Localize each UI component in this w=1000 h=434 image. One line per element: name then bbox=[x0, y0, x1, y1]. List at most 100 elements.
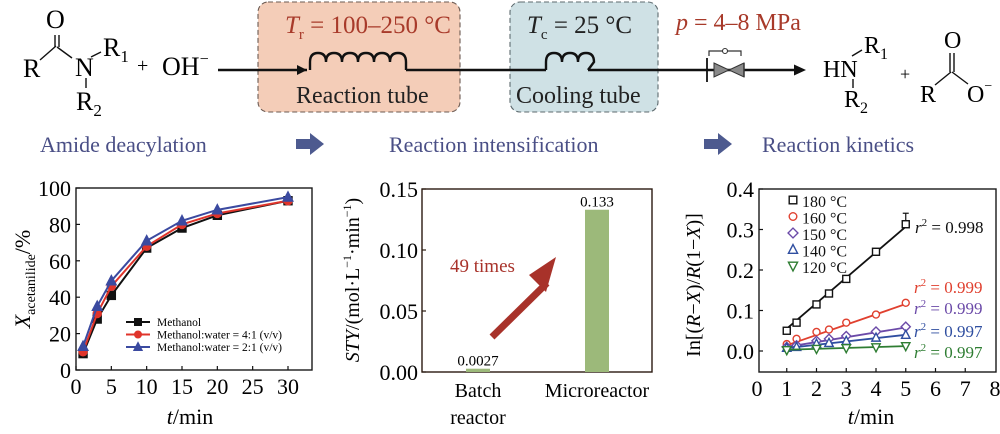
cooling-temp-label: Tc = 25 °C bbox=[527, 12, 632, 43]
cooling-tube-label: Cooling tube bbox=[516, 83, 641, 109]
legend-label: 150 °C bbox=[802, 227, 847, 244]
y-tick-label: 0.05 bbox=[380, 299, 419, 324]
series-line bbox=[82, 199, 289, 354]
inlet-arrowhead bbox=[297, 65, 307, 75]
data-point bbox=[870, 331, 882, 342]
x-tick-label: 10 bbox=[136, 374, 158, 399]
x-tick-label: 4 bbox=[871, 376, 882, 401]
chart-kinetics-ylabel: In[(R−X)/R(1−X)] bbox=[683, 213, 705, 357]
series-line bbox=[82, 199, 289, 353]
x-tick-label: 5 bbox=[900, 376, 911, 401]
data-point bbox=[842, 318, 851, 327]
y-tick-label: 0.0 bbox=[727, 339, 755, 364]
x-tick-label: 25 bbox=[242, 374, 264, 399]
r-squared-label: r2 = 0.997 bbox=[914, 321, 983, 341]
amine-r2: R2 bbox=[844, 87, 868, 117]
legend-marker bbox=[788, 211, 798, 221]
y-tick-label: 0 bbox=[60, 358, 71, 383]
chart-conversion-ylabel: Xacetanilide/% bbox=[10, 230, 39, 330]
legend-marker bbox=[132, 341, 144, 351]
x-category-label: reactor bbox=[450, 407, 506, 429]
product-amine: HN R1 R2 bbox=[823, 33, 888, 117]
data-point bbox=[870, 343, 882, 354]
x-tick-label: 5 bbox=[106, 374, 117, 399]
reaction-coil-icon bbox=[308, 51, 408, 70]
y-tick-label: 20 bbox=[49, 322, 71, 347]
data-point bbox=[92, 308, 102, 319]
carboxylate-r: R bbox=[920, 82, 936, 108]
y-tick-label: 60 bbox=[49, 249, 71, 274]
data-point bbox=[812, 327, 821, 337]
data-point bbox=[212, 208, 223, 219]
reaction-temp-label: Tr = 100–250 °C bbox=[285, 12, 451, 43]
x-category-label: Batch bbox=[455, 380, 502, 402]
carboxylate-o-minus: O− bbox=[967, 79, 992, 108]
reaction-tube-label: Reaction tube bbox=[296, 83, 429, 109]
chart-sty-frame bbox=[421, 188, 653, 373]
y-tick-label: 100 bbox=[38, 176, 71, 201]
data-point bbox=[78, 347, 88, 357]
y-tick-label: 0.1 bbox=[727, 299, 755, 324]
r1-group: R1 bbox=[103, 33, 129, 66]
data-point bbox=[812, 300, 821, 309]
fit-line bbox=[786, 345, 906, 351]
y-tick-label: 0.3 bbox=[727, 218, 755, 243]
data-point bbox=[810, 335, 823, 347]
data-point bbox=[840, 343, 852, 355]
data-point bbox=[824, 325, 834, 334]
data-point bbox=[824, 289, 834, 298]
legend-marker bbox=[788, 195, 798, 205]
data-point bbox=[92, 314, 102, 324]
data-point bbox=[781, 345, 793, 357]
r-squared-label: r2 = 0.999 bbox=[914, 277, 982, 297]
stage-arrow-icon bbox=[704, 133, 732, 155]
data-point bbox=[177, 219, 187, 230]
reactant-amide: R O N R1 R2 + OH− bbox=[23, 5, 209, 120]
amine-hn: HN bbox=[823, 57, 858, 83]
data-point bbox=[901, 220, 910, 229]
data-point bbox=[871, 247, 881, 256]
fit-line bbox=[786, 333, 906, 350]
y-tick-label: 0.15 bbox=[380, 177, 419, 202]
fit-line bbox=[786, 225, 907, 330]
amine-r1: R1 bbox=[864, 33, 888, 63]
cooling-tube-box: Tc = 25 °C Cooling tube bbox=[509, 1, 659, 113]
data-point bbox=[781, 341, 793, 352]
data-point bbox=[842, 274, 851, 284]
data-point bbox=[782, 339, 791, 349]
data-point bbox=[176, 214, 188, 226]
data-point bbox=[900, 341, 912, 353]
data-point bbox=[141, 241, 152, 251]
series-line bbox=[82, 196, 289, 347]
data-point bbox=[792, 334, 801, 344]
chart-sty: 0.00 0.05 0.10 0.15 0.0027 Batch reactor 0.133… bbox=[340, 177, 653, 429]
x-tick-label: 3 bbox=[841, 376, 852, 401]
data-point bbox=[782, 326, 791, 335]
bar-value-label: 0.0027 bbox=[457, 354, 499, 370]
y-tick-label: 0.4 bbox=[727, 177, 755, 202]
atom-o: O bbox=[46, 5, 65, 34]
bar bbox=[466, 368, 490, 372]
data-point bbox=[91, 299, 104, 311]
data-point bbox=[106, 290, 117, 301]
data-point bbox=[823, 336, 835, 348]
legend-label: 140 °C bbox=[802, 244, 847, 261]
x-tick-label: 0 bbox=[71, 374, 82, 399]
data-point bbox=[811, 337, 822, 348]
legend-label: 120 °C bbox=[802, 260, 847, 277]
data-point bbox=[781, 341, 793, 353]
legend-marker bbox=[787, 243, 799, 255]
data-point bbox=[791, 339, 803, 351]
bar-value-label: 0.133 bbox=[580, 195, 614, 211]
data-point bbox=[811, 344, 822, 356]
chart-conversion-xlabel: t/min bbox=[167, 404, 213, 429]
stage-reaction-intensification: Reaction intensification bbox=[389, 132, 599, 157]
x-tick-label: 30 bbox=[277, 374, 299, 399]
data-point bbox=[282, 190, 294, 202]
fit-line bbox=[786, 326, 906, 348]
hydroxide: OH− bbox=[162, 51, 209, 81]
bar bbox=[585, 209, 609, 372]
back-pressure-valve-icon bbox=[706, 47, 745, 82]
